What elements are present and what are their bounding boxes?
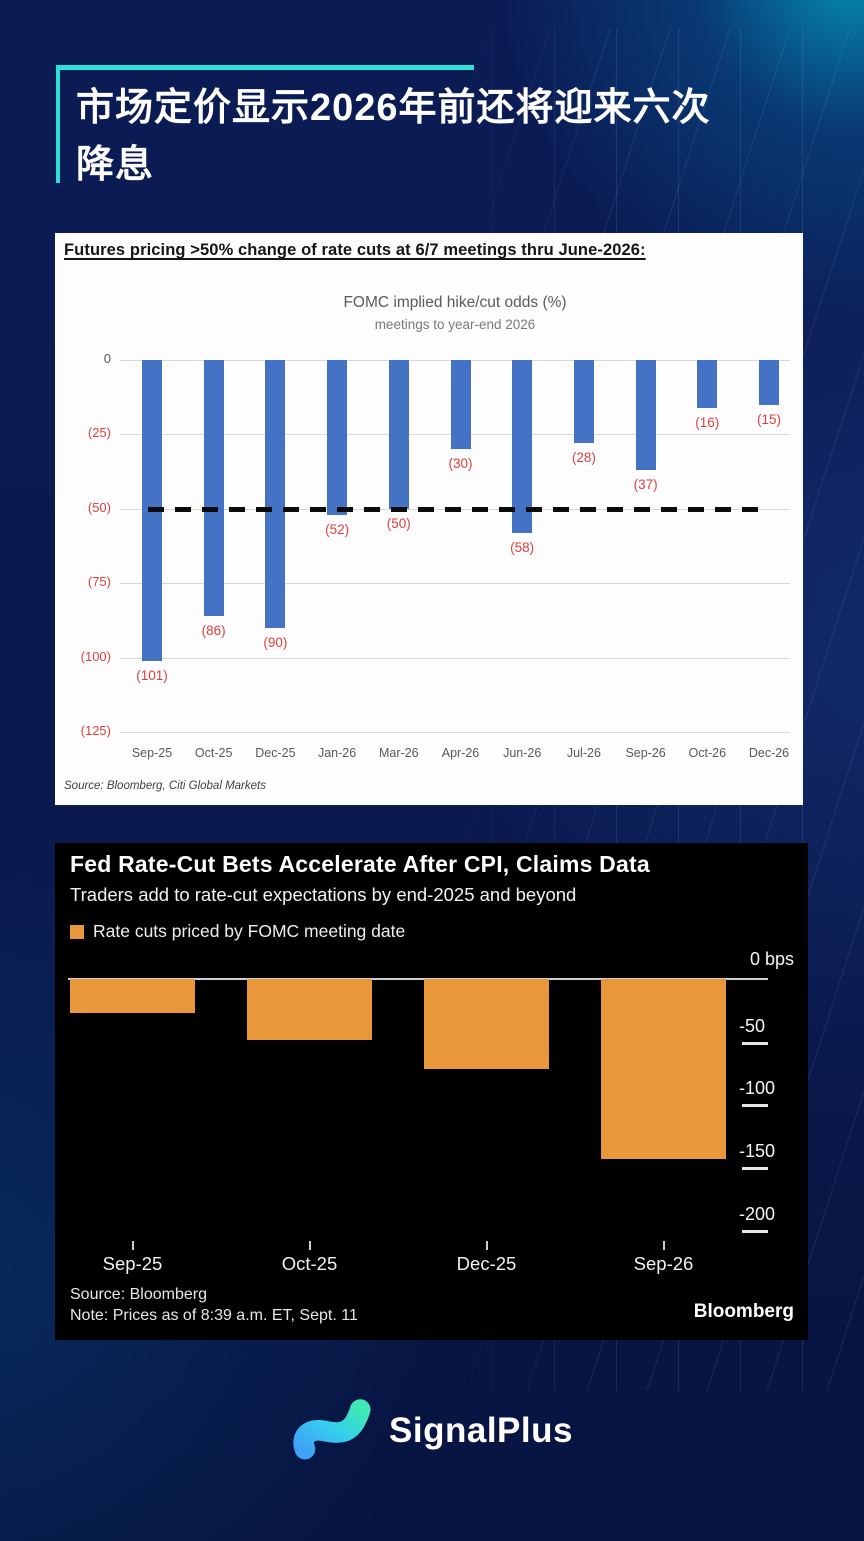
bar (512, 360, 533, 533)
bar (635, 360, 656, 471)
bar (573, 360, 594, 444)
bar (759, 360, 779, 405)
chart1-source: Source: Bloomberg, Citi Global Markets (64, 780, 266, 792)
bar (70, 979, 195, 1013)
bloomberg-logo: Bloomberg (693, 1301, 794, 1322)
y-tick (742, 1041, 768, 1045)
bar-value-label: (90) (263, 634, 288, 650)
bar-value-label: (30) (448, 456, 473, 472)
chart2-subtitle: Traders add to rate-cut expectations by … (70, 884, 577, 905)
title-accent-line-top (56, 65, 474, 70)
x-axis-label: Sep-25 (102, 1253, 163, 1274)
bar-value-label: (101) (136, 667, 168, 683)
chart2-note: Note: Prices as of 8:39 a.m. ET, Sept. 1… (70, 1307, 358, 1324)
bar (697, 360, 718, 408)
signalplus-logo-icon (293, 1399, 371, 1460)
title-accent-line-left (56, 65, 60, 183)
y-axis-label: (25) (87, 425, 111, 441)
futures-pricing-chart-panel: Futures pricing >50% change of rate cuts… (55, 233, 803, 805)
signalplus-logo-text: SignalPlus (389, 1411, 573, 1450)
chart2-title: Fed Rate-Cut Bets Accelerate After CPI, … (70, 851, 650, 877)
bar-value-label: (86) (201, 622, 226, 638)
y-axis-label: -50 (739, 1015, 766, 1036)
gridline (120, 657, 790, 659)
y-axis-label: (100) (80, 648, 111, 664)
chart1-header: Futures pricing >50% change of rate cuts… (64, 241, 646, 259)
footer: SignalPlus (0, 1398, 864, 1464)
y-axis-label: (50) (87, 499, 111, 515)
gridline (120, 583, 790, 585)
bar-value-label: (28) (571, 450, 596, 466)
chart2-source: Source: Bloomberg (70, 1286, 207, 1303)
bar (265, 360, 286, 628)
bar (388, 360, 409, 509)
y-axis-label: -150 (739, 1140, 776, 1161)
legend-swatch-icon (70, 924, 84, 939)
chart2-legend: Rate cuts priced by FOMC meeting date (70, 921, 405, 942)
bar-value-label: (50) (386, 515, 411, 531)
gridline (120, 732, 790, 733)
x-tick (308, 1241, 311, 1250)
x-axis-label: Sep-26 (625, 746, 666, 760)
y-axis-label: (125) (80, 723, 111, 738)
x-axis-label: Dec-25 (255, 746, 296, 760)
bar-value-label: (52) (325, 521, 350, 537)
zero-axis-line (68, 978, 768, 980)
x-axis-label: Dec-26 (748, 746, 790, 760)
x-tick (662, 1241, 665, 1250)
y-tick (742, 1229, 768, 1233)
chart1-title: FOMC implied hike/cut odds (%) (343, 294, 567, 311)
bar-value-label: (37) (633, 477, 658, 493)
chart2-legend-label: Rate cuts priced by FOMC meeting date (93, 921, 406, 941)
x-axis-label: Dec-25 (456, 1253, 517, 1274)
y-axis-label: (75) (87, 574, 111, 590)
x-axis-label: Sep-25 (131, 746, 173, 760)
x-axis-label: Apr-26 (441, 746, 480, 760)
bar-value-label: (16) (695, 414, 720, 430)
bar (247, 979, 372, 1041)
y-axis-label: -200 (739, 1203, 776, 1224)
y-axis-label: 0 (103, 351, 111, 366)
x-axis-label: Oct-26 (688, 746, 727, 760)
bar (601, 979, 726, 1160)
y-tick (742, 1104, 768, 1108)
chart1-subtitle: meetings to year-end 2026 (374, 317, 536, 332)
reference-dashed-line (148, 506, 761, 512)
zero-axis-label: 0 bps (750, 949, 795, 969)
x-axis-label: Jan-26 (317, 746, 357, 760)
bar (203, 360, 224, 616)
x-axis-label: Jul-26 (566, 746, 601, 760)
x-axis-label: Mar-26 (379, 746, 419, 760)
x-tick (485, 1241, 488, 1250)
bloomberg-chart-panel: Fed Rate-Cut Bets Accelerate After CPI, … (55, 843, 808, 1340)
bar (327, 360, 348, 515)
x-axis-label: Oct-25 (194, 746, 233, 760)
bar (424, 979, 549, 1070)
bar (450, 360, 471, 450)
y-tick (742, 1166, 768, 1170)
bar-value-label: (58) (510, 539, 535, 555)
x-axis-label: Sep-26 (633, 1253, 694, 1274)
x-axis-label: Oct-25 (281, 1253, 338, 1274)
x-axis-label: Jun-26 (503, 746, 542, 760)
x-tick (131, 1241, 134, 1250)
bar-value-label: (15) (756, 411, 781, 427)
y-axis-label: -100 (739, 1078, 776, 1099)
page-title: 市场定价显示2026年前还将迎来六次 降息 (76, 87, 711, 186)
